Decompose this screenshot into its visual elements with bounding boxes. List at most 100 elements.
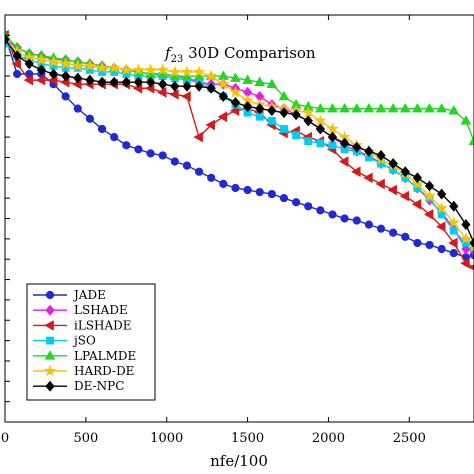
data-point-ilshade xyxy=(339,156,349,167)
data-point-de-npc xyxy=(230,97,241,108)
data-point-jade xyxy=(340,214,349,223)
legend-item-de-npc: DE-NPC xyxy=(33,379,124,393)
data-point-hard-de xyxy=(108,61,121,74)
title-function: f xyxy=(164,44,173,62)
data-point-ilshade xyxy=(11,58,21,70)
data-point-jade xyxy=(316,206,325,215)
data-point-ilshade xyxy=(387,184,397,196)
data-point-lpalmde xyxy=(254,76,266,86)
legend-marker xyxy=(45,304,55,316)
data-point-jade xyxy=(255,187,264,197)
legend-item-jade: JADE xyxy=(33,288,106,302)
data-point-lpalmde xyxy=(351,102,363,113)
data-point-lpalmde xyxy=(375,102,387,113)
data-point-de-npc xyxy=(279,107,289,119)
data-point-hard-de xyxy=(95,61,109,74)
series-de-npc xyxy=(5,33,474,249)
data-point-de-npc xyxy=(97,76,107,88)
data-point-lpalmde xyxy=(387,102,399,113)
data-point-hard-de xyxy=(205,69,218,82)
data-point-jade xyxy=(97,124,107,134)
data-point-jso xyxy=(316,139,325,148)
data-point-jade xyxy=(170,157,179,166)
data-point-jade xyxy=(267,189,276,199)
data-point-de-npc xyxy=(5,33,10,45)
data-point-de-npc xyxy=(109,76,119,88)
data-point-ilshade xyxy=(193,131,203,143)
data-point-de-npc xyxy=(133,76,144,88)
data-point-jso xyxy=(267,116,276,125)
data-point-de-npc xyxy=(461,219,471,231)
data-point-ilshade xyxy=(157,87,167,98)
data-point-jade xyxy=(13,69,22,79)
data-point-jade xyxy=(437,244,446,254)
data-point-lpalmde xyxy=(278,90,290,101)
data-point-de-npc xyxy=(352,141,362,153)
y-axis-ticks xyxy=(5,14,10,423)
data-point-hard-de xyxy=(193,65,206,78)
data-point-jso xyxy=(255,112,264,121)
data-point-jade xyxy=(328,210,337,219)
x-axis-label: nfe/100 xyxy=(210,452,268,470)
data-point-jade xyxy=(194,167,204,176)
series-ilshade xyxy=(5,30,474,271)
legend-marker xyxy=(45,290,55,300)
data-point-jade xyxy=(376,224,386,233)
data-point-ilshade xyxy=(35,74,46,86)
data-point-de-npc xyxy=(158,78,168,90)
legend-marker xyxy=(46,336,54,345)
data-point-de-npc xyxy=(182,80,192,92)
data-point-jade xyxy=(207,173,216,182)
x-tick-label: 1000 xyxy=(150,431,183,446)
data-point-jso xyxy=(328,141,337,150)
data-point-jade xyxy=(352,216,361,225)
data-point-hard-de xyxy=(47,55,60,67)
data-point-hard-de xyxy=(156,63,169,76)
series-line-lpalmde xyxy=(5,34,474,142)
legend-label: JADE xyxy=(72,288,106,302)
data-point-hard-de xyxy=(326,122,339,135)
data-point-jade xyxy=(231,183,240,193)
data-point-de-npc xyxy=(218,90,228,102)
data-point-jade xyxy=(61,92,70,101)
data-point-jade xyxy=(182,161,192,170)
series-layer xyxy=(5,29,474,271)
data-point-lpalmde xyxy=(242,74,253,84)
data-point-ilshade xyxy=(399,190,410,202)
data-point-hard-de xyxy=(144,63,157,76)
data-point-de-npc xyxy=(315,123,325,135)
data-point-jade xyxy=(401,232,410,241)
data-point-hard-de xyxy=(35,53,48,65)
data-point-jade xyxy=(279,194,289,203)
data-point-hard-de xyxy=(83,59,96,72)
data-point-ilshade xyxy=(375,178,385,190)
data-point-de-npc xyxy=(388,158,398,170)
data-point-jade xyxy=(364,220,373,229)
data-point-ilshade xyxy=(423,209,434,220)
data-point-de-npc xyxy=(242,101,253,113)
data-point-de-npc xyxy=(400,166,410,178)
data-point-hard-de xyxy=(302,106,315,118)
title-subscript: 23 xyxy=(171,54,184,65)
data-point-ilshade xyxy=(23,74,34,86)
data-point-jso xyxy=(292,131,301,139)
data-point-de-npc xyxy=(85,74,95,86)
data-point-hard-de xyxy=(217,77,230,90)
data-point-de-npc xyxy=(255,103,265,115)
x-tick-label: 500 xyxy=(73,431,98,446)
data-point-de-npc xyxy=(327,131,338,143)
legend-item-jso: jSO xyxy=(33,334,96,348)
data-point-jade xyxy=(243,185,252,195)
data-point-hard-de xyxy=(423,189,436,202)
data-point-lpalmde xyxy=(436,102,447,113)
x-tick-label: 1500 xyxy=(231,431,264,446)
data-point-jade xyxy=(85,114,95,123)
series-line-ilshade xyxy=(5,35,474,268)
data-point-hard-de xyxy=(447,216,460,228)
data-point-lpalmde xyxy=(399,102,411,113)
data-point-de-npc xyxy=(376,149,386,161)
data-point-de-npc xyxy=(437,188,447,200)
data-point-jade xyxy=(110,133,119,142)
